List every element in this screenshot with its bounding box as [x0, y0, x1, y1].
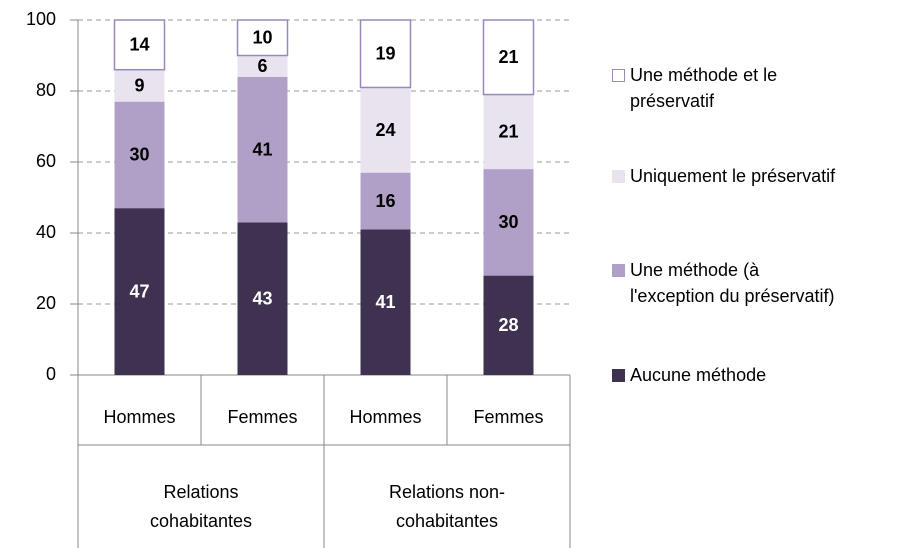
data-label: 6 — [257, 56, 267, 76]
x-tick-label: Femmes — [227, 407, 297, 427]
data-label: 19 — [375, 43, 395, 63]
bar-segment — [237, 76, 288, 223]
data-label: 30 — [498, 212, 518, 232]
legend-item: Uniquement le préservatif — [612, 163, 835, 189]
data-label: 21 — [498, 122, 518, 142]
data-label: 41 — [252, 139, 272, 159]
data-label: 21 — [498, 47, 518, 67]
data-label: 43 — [252, 288, 272, 308]
bar-segment — [360, 87, 411, 173]
legend-item: Une méthode (à l'exception du préservati… — [612, 257, 835, 309]
data-label: 47 — [129, 281, 149, 301]
bar-segment — [114, 101, 165, 209]
data-label: 9 — [134, 75, 144, 95]
y-tick-label: 80 — [36, 80, 56, 100]
data-label: 30 — [129, 145, 149, 165]
bar-segment — [483, 94, 534, 170]
group-label: Relations cohabitantes — [149, 482, 253, 531]
legend-swatch — [612, 264, 625, 277]
legend-swatch — [612, 69, 625, 82]
legend-label: Aucune méthode — [630, 365, 767, 385]
data-label: 28 — [498, 315, 518, 335]
y-tick-label: 0 — [46, 364, 56, 384]
y-tick-label: 100 — [26, 9, 56, 29]
x-tick-label: Hommes — [349, 407, 421, 427]
legend-label: Uniquement le préservatif — [630, 166, 836, 186]
bar-segment — [237, 55, 288, 77]
legend-label: Une méthode (à l'exception du préservati… — [630, 260, 835, 306]
data-label: 24 — [375, 120, 395, 140]
bar-segment — [483, 275, 534, 375]
bar-segment — [236, 19, 289, 57]
legend-swatch — [612, 170, 625, 183]
bar-segment — [114, 208, 165, 375]
bar-segment — [360, 229, 411, 375]
legend-label: Une méthode et le préservatif — [630, 65, 778, 111]
x-tick-label: Hommes — [103, 407, 175, 427]
bar-segment — [483, 169, 534, 276]
y-tick-label: 40 — [36, 222, 56, 242]
bar-segment — [114, 69, 165, 102]
bar-segment — [113, 19, 166, 71]
y-tick-label: 60 — [36, 151, 56, 171]
x-tick-label: Femmes — [473, 407, 543, 427]
data-label: 16 — [375, 191, 395, 211]
bar-segment — [359, 19, 412, 89]
data-label: 10 — [252, 28, 272, 48]
y-tick-label: 20 — [36, 293, 56, 313]
bar-segment — [482, 19, 535, 96]
legend-swatch — [612, 369, 625, 382]
bar-segment — [237, 222, 288, 375]
bar-segment — [360, 172, 411, 230]
data-label: 41 — [375, 292, 395, 312]
legend-item: Aucune méthode — [612, 362, 766, 388]
group-label: Relations non- cohabitantes — [388, 482, 506, 531]
legend-item: Une méthode et le préservatif — [612, 62, 777, 114]
data-label: 14 — [129, 35, 149, 55]
